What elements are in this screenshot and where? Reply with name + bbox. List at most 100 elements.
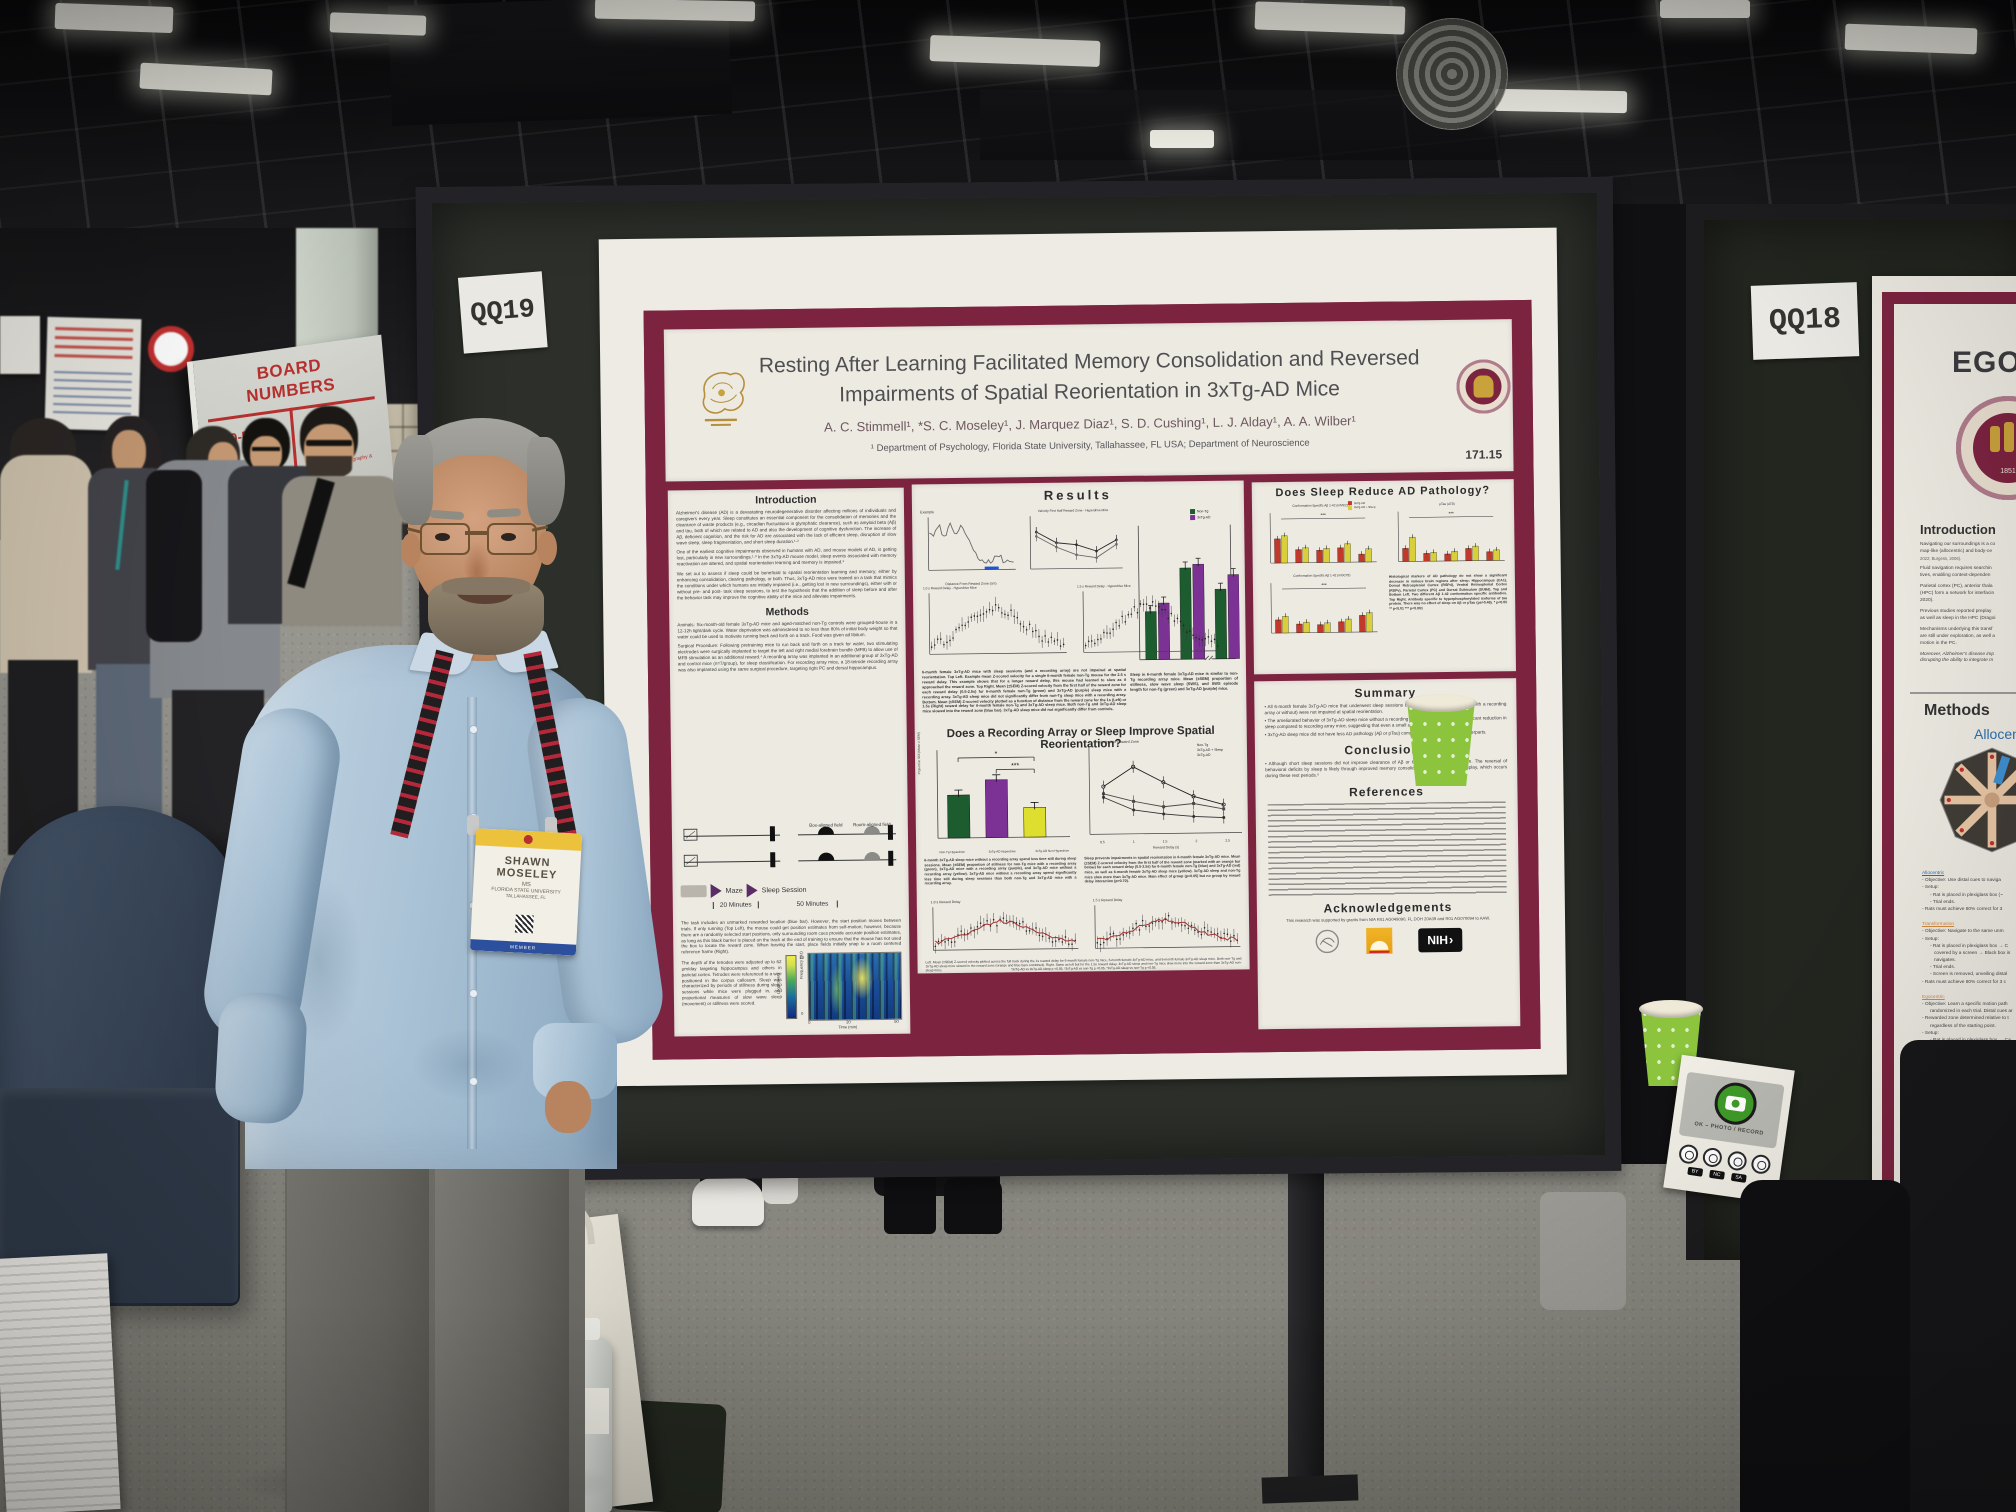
conference-badge: SHAWN MOSELEY MS FLORIDA STATE UNIVERSIT… xyxy=(469,828,583,956)
forearm-left xyxy=(213,990,309,1126)
black-boot-2 xyxy=(944,1178,1002,1234)
florida-health-text-line xyxy=(1369,950,1390,953)
ri6: Parietal cortex (PC), anterior thala xyxy=(1920,583,1993,589)
svg-text:***: *** xyxy=(1320,512,1326,517)
hand-right xyxy=(545,1081,591,1133)
spectrogram-colorbar xyxy=(785,954,798,1020)
distant-poster-text xyxy=(52,370,133,418)
rm10: - Rat is placed in plexiglass box → C xyxy=(1930,943,2009,949)
cc-label-by: BY xyxy=(1687,1166,1703,1177)
path-legend1: 3xTg-AD 3xTg-AD + Sleep xyxy=(1347,501,1375,510)
person3-backpack xyxy=(146,470,202,642)
velocity-scatter-1 xyxy=(928,593,1067,655)
array-bars-ylabel: Proportion Still (Mean ± SEM) xyxy=(916,732,922,775)
ri15: disrupting the ability to integrate m xyxy=(1920,658,1994,664)
xtick: 0.5 xyxy=(1100,840,1105,845)
ceiling-light xyxy=(1660,0,1750,18)
board-support-foot xyxy=(1261,1474,1359,1504)
line-xlabel: Reward Delay (s) xyxy=(1153,845,1180,850)
ri2: map-like (allocentric) and body-ce xyxy=(1920,548,1992,554)
camera-icon-circle xyxy=(1711,1079,1760,1128)
acknowledgements-text: This research was supported by grants fr… xyxy=(1285,915,1491,923)
pathology-box: Does Sleep Reduce AD Pathology? Conforma… xyxy=(1251,479,1517,675)
fsu-seal-large: 1851 xyxy=(1956,396,2016,500)
poster-maroon-frame: Resting After Learning Facilitated Memor… xyxy=(643,299,1541,1060)
spectrogram-heatmap xyxy=(807,951,903,1021)
right-methods-title: Methods xyxy=(1924,702,1990,719)
mustache xyxy=(442,577,530,595)
cc-sa-icon xyxy=(1750,1153,1772,1176)
person5-beard xyxy=(306,456,352,478)
velocity-reward-delay-line-chart xyxy=(1088,747,1242,835)
rm20: regardless of the starting point. xyxy=(1930,1023,1996,1029)
svg-text:***: *** xyxy=(1011,763,1020,770)
ri4: Fluid navigation requires searchin xyxy=(1920,566,1992,571)
rm7: Transformation xyxy=(1922,922,1955,928)
poster-affiliation: ¹ Department of Psychology, Florida Stat… xyxy=(870,437,1310,455)
section-intro-title: Introduction xyxy=(755,493,817,507)
funder-logos: NIH › xyxy=(1257,926,1519,955)
fsu-seal-center xyxy=(1473,375,1494,398)
svg-text:***: *** xyxy=(1448,511,1454,516)
poster-board-left: QQ19 Resting After Learning Facilitated … xyxy=(415,176,1622,1182)
abeta-moc78-chart: *** xyxy=(1270,582,1378,634)
shirt-button xyxy=(469,989,478,998)
dark-figure-right xyxy=(1740,1180,1910,1512)
flow-arrow-icon xyxy=(746,883,758,898)
ytick-10: 10 xyxy=(799,954,804,960)
xtick-50: 50 xyxy=(894,1018,899,1024)
session-times: 20 Minutes 50 Minutes xyxy=(712,900,903,909)
ri10: as well as sleep in the HPC (Dragoi xyxy=(1920,615,1996,621)
yellow-swatch-icon xyxy=(1347,505,1353,510)
summary-title: Summary xyxy=(1354,685,1417,701)
rm21: - Setup: xyxy=(1922,1030,1939,1036)
results-caption: 6-month female 3xTg-AD mice with sleep s… xyxy=(921,667,1127,714)
florida-health-dome-icon xyxy=(1370,940,1389,950)
section-methods-title: Methods xyxy=(765,605,809,618)
velocity-scatter-2 xyxy=(1082,591,1221,653)
bar-label-3xtg-nonhyper: 3xTg-AD Non-Hyperdrive xyxy=(1035,848,1070,854)
board-label-qq19: QQ19 xyxy=(457,271,548,354)
cc-label-sa: SA xyxy=(1730,1172,1747,1183)
line-xticks: 0.5 1 1.5 2 2.5 xyxy=(1100,839,1230,845)
ear-right xyxy=(537,531,557,565)
cc-icon xyxy=(1677,1143,1700,1165)
svg-text:Box-aligned field: Box-aligned field xyxy=(809,822,843,827)
ri13: motion in the PC. xyxy=(1920,640,1957,646)
occluded-flow-box xyxy=(680,885,707,898)
bar-label-nontg: Non-Tg Hyperdrive xyxy=(939,849,965,855)
svg-text:*: * xyxy=(995,751,998,758)
allocentric-label: Allocentric xyxy=(1974,726,2016,742)
research-poster: Resting After Learning Facilitated Memor… xyxy=(598,227,1567,1087)
ceiling-light xyxy=(1844,23,1978,55)
program-in-neuroscience-logo xyxy=(702,372,745,426)
xtick-0: 0 xyxy=(808,1019,811,1025)
proportion-still-bar-chart: **** xyxy=(936,750,1071,839)
cc-nc-icon xyxy=(1726,1150,1748,1172)
glasses-lens-right xyxy=(487,523,537,555)
board-support-post xyxy=(1288,1136,1324,1492)
summary-box: Summary • All 6-month female 3xTg-AD mic… xyxy=(1254,678,1521,1030)
sleep-proportion-bar-chart xyxy=(1137,524,1240,663)
distant-poster xyxy=(44,316,142,432)
presenter: SHAWN MOSELEY MS FLORIDA STATE UNIVERSIT… xyxy=(197,395,669,1512)
methods-paragraph-2: Surgical Procedure: Following pretrainin… xyxy=(677,641,898,673)
legend-nontg: Non-Tg xyxy=(1197,509,1209,514)
intro-paragraph-3: We set out to assess if sleep could be b… xyxy=(676,568,897,601)
green-cup-2 xyxy=(1638,1000,1704,1086)
ceiling-light xyxy=(594,0,756,22)
dark-bag-right xyxy=(1900,1040,2016,1512)
rm18: randomized in each trial. Distal cues ar xyxy=(1930,1009,2013,1015)
rm17: - Objective: Learn a specific motion pat… xyxy=(1922,1002,2008,1007)
rm16: Egocentric xyxy=(1922,994,1945,1000)
eye-left xyxy=(435,533,450,541)
intro-paragraph-1: Alzheimer's disease (AD) is a devastatin… xyxy=(675,507,897,545)
black-boot xyxy=(884,1170,936,1234)
ri12: are still under exploration, as well a xyxy=(1920,633,1995,639)
ear-left xyxy=(401,533,421,567)
xtick: 2.5 xyxy=(1225,838,1231,843)
section-results-title: Results xyxy=(1043,487,1112,503)
green-cup-1 xyxy=(1404,694,1478,786)
velocity-line-chart xyxy=(1029,516,1123,570)
colorbar-label: Log(Power) xyxy=(775,973,781,995)
